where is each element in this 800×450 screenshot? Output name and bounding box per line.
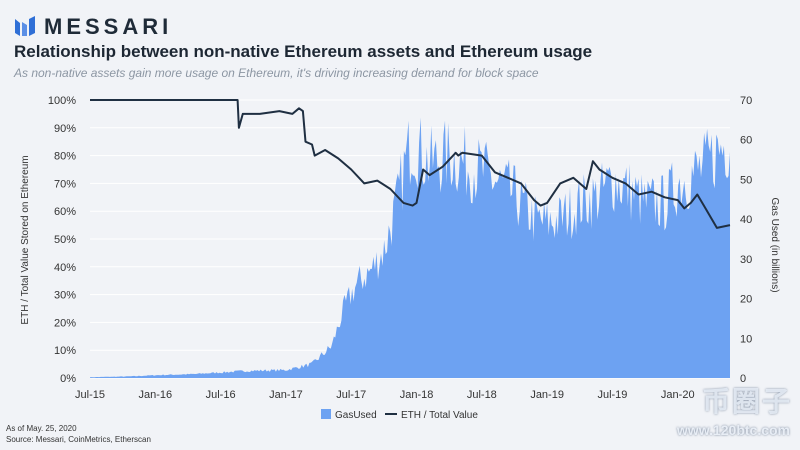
- eth-total-value-line: [90, 99, 731, 229]
- left-tick-label: 30%: [54, 290, 76, 302]
- y-left-axis-label: ETH / Total Value Stored on Ethereum: [20, 155, 31, 324]
- x-tick-label: Jul-18: [467, 389, 497, 401]
- right-tick-label: 70: [740, 95, 752, 107]
- gas-used-area: [90, 117, 730, 378]
- note-date: As of May. 25, 2020: [6, 424, 77, 433]
- chart-title: Relationship between non-native Ethereum…: [14, 42, 593, 61]
- legend-swatch-gasused: [321, 409, 331, 419]
- x-tick-label: Jul-16: [206, 389, 236, 401]
- left-tick-label: 80%: [54, 151, 76, 163]
- right-axis-ticks: 0 10 20 30 40 50 60 70: [740, 95, 752, 385]
- x-tick-label: Jul-19: [597, 389, 627, 401]
- legend-label-eth-total-value: ETH / Total Value: [401, 410, 478, 421]
- x-axis-ticks: Jul-15 Jan-16 Jul-16 Jan-17 Jul-17 Jan-18 Jul-…: [75, 389, 695, 401]
- left-tick-label: 90%: [54, 123, 76, 135]
- left-tick-label: 70%: [54, 178, 76, 190]
- left-tick-label: 100%: [48, 95, 76, 107]
- x-tick-label: Jan-18: [400, 389, 434, 401]
- right-tick-label: 40: [740, 214, 752, 226]
- left-tick-label: 20%: [54, 317, 76, 329]
- x-tick-label: Jan-17: [269, 389, 303, 401]
- brand-name: MESSARI: [44, 14, 173, 39]
- x-tick-label: Jul-15: [75, 389, 105, 401]
- right-tick-label: 20: [740, 294, 752, 306]
- brand-logo: MESSARI: [14, 14, 172, 40]
- messari-logo-icon: [15, 16, 35, 36]
- right-tick-label: 30: [740, 254, 752, 266]
- left-tick-label: 40%: [54, 262, 76, 274]
- note-source: Source: Messari, CoinMetrics, Etherscan: [6, 435, 151, 444]
- left-axis-ticks: 0% 10% 20% 30% 40% 50% 60% 70% 80% 90% 100%: [48, 95, 76, 385]
- x-tick-label: Jan-20: [661, 389, 695, 401]
- left-tick-label: 60%: [54, 206, 76, 218]
- left-tick-label: 10%: [54, 345, 76, 357]
- x-tick-label: Jul-17: [336, 389, 366, 401]
- right-tick-label: 50: [740, 174, 752, 186]
- chart-subtitle: As non-native assets gain more usage on …: [14, 66, 539, 80]
- legend-label-gasused: GasUsed: [335, 410, 377, 421]
- right-tick-label: 0: [740, 373, 746, 385]
- x-tick-label: Jan-16: [138, 389, 172, 401]
- y-right-axis-label: Gas Used (in billions): [769, 197, 780, 292]
- right-tick-label: 60: [740, 135, 752, 147]
- right-tick-label: 10: [740, 333, 752, 345]
- x-tick-label: Jan-19: [530, 389, 564, 401]
- left-tick-label: 0%: [60, 373, 76, 385]
- left-tick-label: 50%: [54, 234, 76, 246]
- legend: GasUsed ETH / Total Value: [321, 409, 478, 421]
